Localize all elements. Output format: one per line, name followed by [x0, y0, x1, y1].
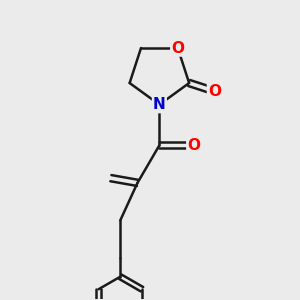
Text: O: O: [171, 40, 184, 56]
Text: N: N: [153, 97, 166, 112]
Text: O: O: [187, 138, 200, 153]
Text: O: O: [208, 84, 221, 99]
